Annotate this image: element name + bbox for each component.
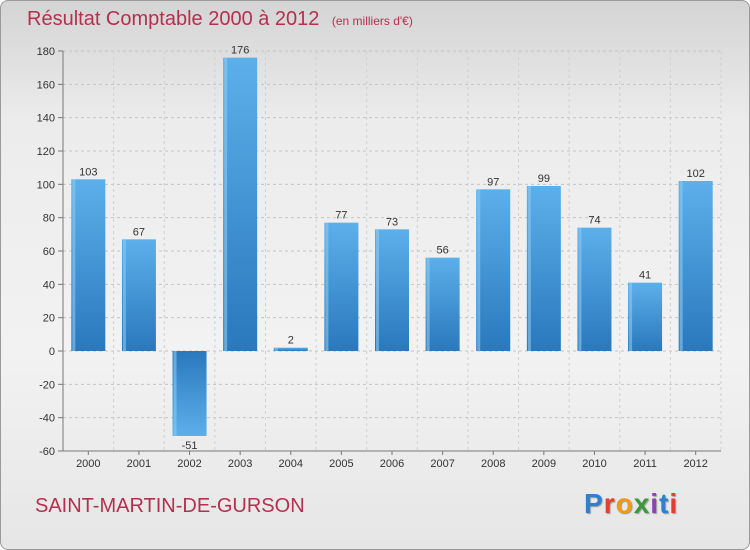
y-tick-label: -20 (39, 379, 55, 391)
y-tick-label: -60 (39, 446, 55, 458)
bar (324, 222, 359, 351)
chart-title-text: Résultat Comptable 2000 à 2012 (27, 8, 320, 30)
axis-layer (58, 50, 721, 455)
x-tick-label: 2002 (177, 458, 201, 470)
x-tick-label: 2004 (279, 458, 303, 470)
brand-letter: i (650, 488, 660, 519)
bar-highlight (679, 181, 683, 351)
bar-highlight (122, 239, 126, 351)
bar-value-label: 103 (79, 166, 97, 178)
bar (425, 257, 460, 351)
y-tick-label: 100 (37, 179, 55, 191)
bar-highlight (629, 282, 633, 351)
bar (273, 347, 308, 351)
y-tick-label: 20 (43, 313, 55, 325)
bar-value-label: 56 (436, 245, 448, 257)
bar (121, 239, 156, 351)
proxiti-logo: Proxiti (584, 488, 678, 520)
bar-highlight (274, 347, 278, 351)
y-tick-label: 180 (37, 46, 55, 58)
bar (71, 179, 106, 351)
bar-highlight (527, 186, 531, 351)
bar-value-label: 2 (288, 335, 294, 347)
x-tick-label: 2012 (683, 458, 707, 470)
bar (628, 282, 663, 351)
x-tick-label: 2011 (633, 458, 657, 470)
y-tick-label: 160 (37, 79, 55, 91)
bar-value-label: 102 (687, 168, 705, 180)
bar-value-label: 77 (335, 210, 347, 222)
brand-letter: i (669, 488, 679, 519)
bar-value-label: 73 (386, 216, 398, 228)
chart-subtitle: (en milliers d'€) (331, 14, 413, 28)
y-tick-label: -40 (39, 413, 55, 425)
commune-name: SAINT-MARTIN-DE-GURSON (35, 495, 305, 517)
bar (476, 189, 511, 351)
brand-letter: o (615, 488, 634, 519)
bar-layer (71, 57, 713, 436)
bar-highlight (173, 351, 177, 436)
chart-title: Résultat Comptable 2000 à 2012 (en milli… (27, 8, 413, 31)
x-tick-label: 2001 (127, 458, 151, 470)
x-tick-label: 2007 (430, 458, 454, 470)
bar-value-label: 176 (231, 45, 249, 57)
x-tick-label: 2006 (380, 458, 404, 470)
x-tick-label: 2000 (76, 458, 100, 470)
brand-letter: r (603, 488, 616, 519)
bar (678, 181, 713, 351)
y-tick-label: 60 (43, 246, 55, 258)
y-tick-label: 80 (43, 213, 55, 225)
brand-letter: t (659, 488, 670, 519)
bar-value-label: 99 (538, 173, 550, 185)
x-tick-label: 2010 (582, 458, 606, 470)
y-tick-label: 0 (49, 346, 55, 358)
bar-value-label: 67 (133, 226, 145, 238)
bar-value-label: 97 (487, 176, 499, 188)
bar-highlight (72, 179, 76, 351)
bar-highlight (376, 229, 379, 351)
y-tick-label: 140 (37, 113, 55, 125)
y-tick-label: 40 (43, 279, 55, 291)
bar-highlight (578, 227, 582, 351)
label-layer: 180 160 140 120 100 80 60 40 20 0 -20 -40 -60 103 2000… (37, 45, 708, 470)
bar-highlight (477, 189, 481, 351)
y-tick-label: 120 (37, 146, 55, 158)
x-tick-label: 2009 (532, 458, 556, 470)
bar-value-label: 41 (639, 270, 651, 282)
bar-highlight (426, 257, 430, 351)
bar (577, 227, 612, 351)
x-tick-label: 2003 (228, 458, 252, 470)
brand-letter: x (633, 488, 651, 519)
bar (526, 186, 561, 351)
bar-highlight (224, 57, 228, 352)
brand-letter: P (584, 488, 604, 519)
x-tick-label: 2005 (329, 458, 353, 470)
bar-value-label: -51 (182, 440, 198, 452)
bar (375, 229, 409, 351)
bar (223, 57, 258, 352)
bar-value-label: 74 (588, 215, 600, 227)
bar (172, 351, 207, 436)
bar-highlight (325, 222, 329, 351)
x-tick-label: 2008 (481, 458, 505, 470)
